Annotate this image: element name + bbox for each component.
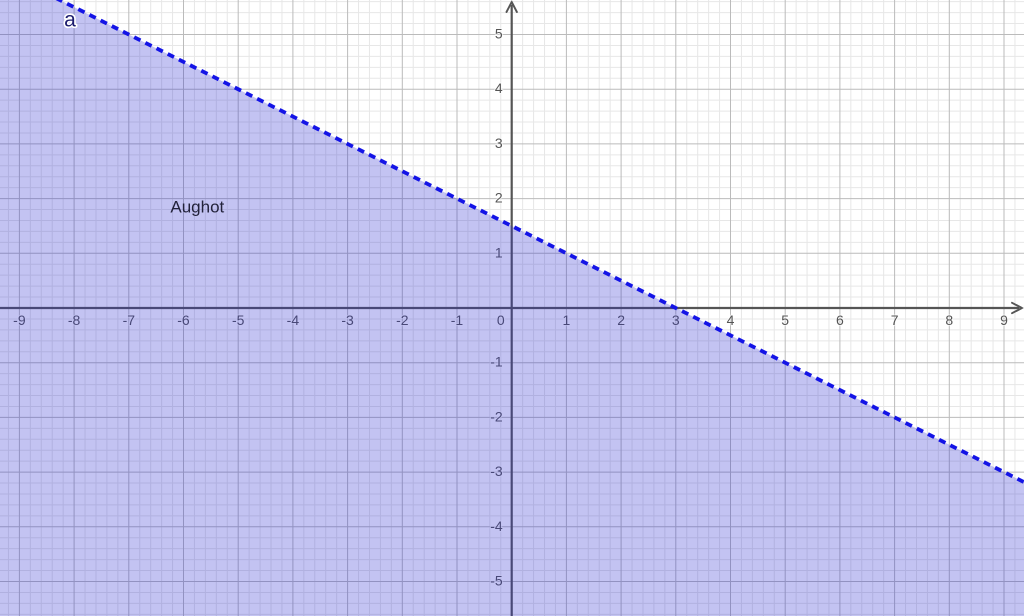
svg-text:6: 6 bbox=[836, 312, 844, 328]
svg-text:a: a bbox=[64, 9, 76, 32]
svg-text:4: 4 bbox=[495, 80, 503, 96]
svg-text:5: 5 bbox=[495, 26, 503, 42]
svg-text:5: 5 bbox=[781, 312, 789, 328]
svg-text:8: 8 bbox=[945, 312, 953, 328]
svg-text:3: 3 bbox=[495, 135, 503, 151]
svg-text:9: 9 bbox=[1000, 312, 1008, 328]
svg-text:2: 2 bbox=[495, 190, 503, 206]
svg-text:4: 4 bbox=[727, 312, 735, 328]
svg-text:Aughot: Aughot bbox=[170, 198, 224, 217]
svg-text:7: 7 bbox=[891, 312, 899, 328]
